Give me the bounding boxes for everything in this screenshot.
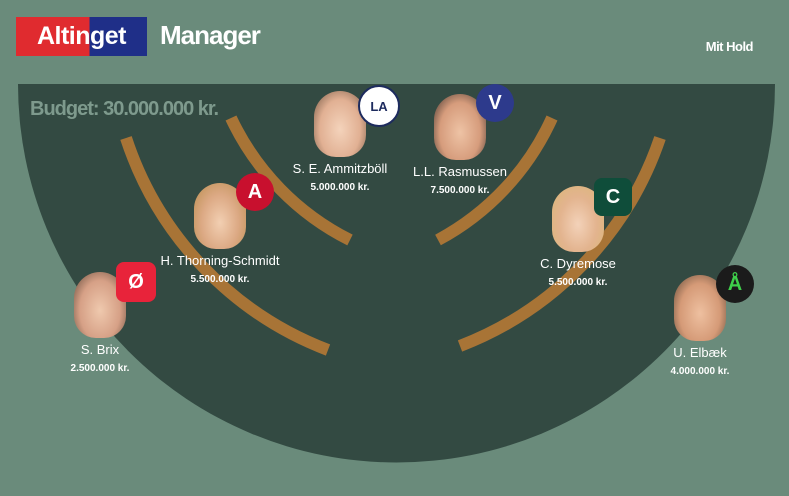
party-badge-v-icon: V [476,84,514,122]
member-price: 5.000.000 kr. [310,182,370,193]
app-title: Manager [160,20,261,50]
member-price: 4.000.000 kr. [670,366,730,377]
member-price: 7.500.000 kr. [430,185,490,196]
bench-left-inner [225,115,353,246]
budget-label: Budget: 30.000.000 kr. [30,98,219,120]
party-badge-c-icon: C [594,178,632,216]
member-card-ammitzboll[interactable]: LA S. E. Ammitzböll 5.000.000 kr. [280,85,400,193]
member-card-dyremose[interactable]: C C. Dyremose 5.500.000 kr. [518,178,638,288]
bench-right-inner [435,115,558,246]
party-badge-aa-icon: Å [716,265,754,303]
logo-text: Altinget [36,22,127,50]
member-price: 5.500.000 kr. [548,277,608,288]
member-price: 2.500.000 kr. [70,363,130,374]
member-name: S. E. Ammitzböll [292,161,388,176]
party-badge-la-icon: LA [358,85,400,127]
app-header: Altinget Manager Mit Hold [0,0,789,70]
member-name: H. Thorning-Schmidt [160,253,280,268]
member-card-elbaek[interactable]: Å U. Elbæk 4.000.000 kr. [640,265,760,377]
member-name: C. Dyremose [540,256,616,271]
member-card-rasmussen[interactable]: V L.L. Rasmussen 7.500.000 kr. [400,84,520,196]
bench-left-outer [120,136,331,356]
member-price: 5.500.000 kr. [190,274,250,285]
mit-hold-link[interactable]: Mit Hold [705,39,754,54]
member-name: S. Brix [80,342,120,357]
member-name: U. Elbæk [673,345,727,360]
altinget-logo[interactable]: Altinget [16,17,147,56]
party-badge-a-icon: A [236,173,274,211]
member-card-brix[interactable]: Ø S. Brix 2.500.000 kr. [40,262,160,374]
member-photo [314,91,366,157]
member-card-thorning[interactable]: A H. Thorning-Schmidt 5.500.000 kr. [160,173,280,285]
member-name: L.L. Rasmussen [413,164,507,179]
bench-right-outer [457,136,666,352]
arena-floor [18,84,775,463]
party-badge-oe-icon: Ø [116,262,156,302]
